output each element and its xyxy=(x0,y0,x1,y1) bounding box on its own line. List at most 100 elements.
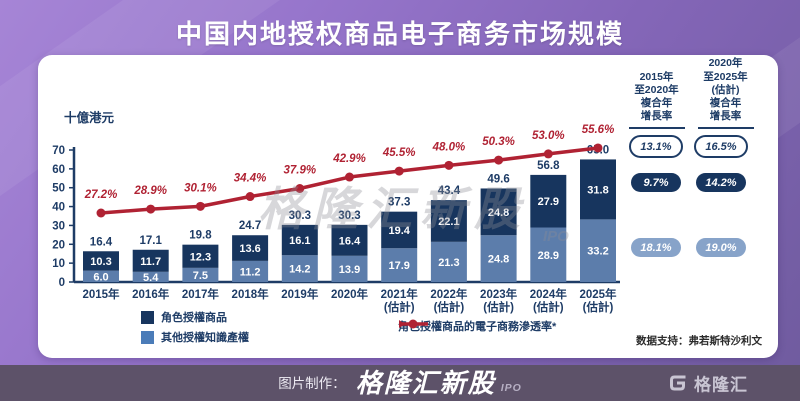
bar-total-label: 49.6 xyxy=(487,173,509,185)
cagr-column-2015-2020: 2015年 至2020年 複合年 增長率 xyxy=(623,63,690,129)
g-logo-icon xyxy=(670,375,686,391)
bar-segment-other-ip xyxy=(530,227,567,282)
x-axis-category-label: 2025年 xyxy=(579,287,617,301)
y-axis-tick-label: 50 xyxy=(52,183,65,195)
line-value-label: 45.5% xyxy=(382,147,416,159)
bar-total-label: 17.1 xyxy=(140,235,163,247)
line-data-point xyxy=(394,166,404,176)
bar-segment-character-goods xyxy=(530,174,567,228)
bar-total-label: 30.3 xyxy=(289,210,311,222)
line-value-label: 27.2% xyxy=(84,189,118,201)
bar-segment-character-goods xyxy=(182,244,219,268)
market-size-chart: 十億港元 0 10 20 30 40 50 60 70 10.3 6.0 16.4 2015年 11.7 5… xyxy=(52,110,620,314)
legend-label: 角色授權商品 xyxy=(161,312,227,324)
line-data-point xyxy=(245,192,255,202)
bar-value-light: 14.2 xyxy=(289,264,310,276)
cagr-header-2: 2020年 至2025年 (估計) 複合年 增長率 xyxy=(703,57,748,122)
bar-segment-other-ip xyxy=(281,255,318,282)
bar-value-dark: 12.3 xyxy=(190,251,211,263)
y-axis-tick-label: 70 xyxy=(52,145,65,157)
legend-item-other-ip: 其他授權知識產權 xyxy=(141,329,249,345)
cagr-header-underline xyxy=(697,127,754,129)
x-axis-category-label: 2017年 xyxy=(182,287,220,301)
x-axis-category-label: 2019年 xyxy=(281,287,319,301)
brand-logo-text: 格隆汇新股 xyxy=(355,368,496,398)
bar-segment-other-ip xyxy=(232,260,269,282)
y-axis-tick-label: 40 xyxy=(52,202,65,214)
line-value-label: 55.6% xyxy=(582,124,615,136)
x-axis-category-note: (估計) xyxy=(384,300,415,314)
legend-item-character-goods: 角色授權商品 xyxy=(141,309,249,325)
bar-segment-character-goods xyxy=(331,224,368,256)
footer-bar: 图片制作： 格隆汇新股 IPO 格隆汇 xyxy=(0,365,800,401)
chart-card: 十億港元 0 10 20 30 40 50 60 70 10.3 6.0 16.4 2015年 11.7 5… xyxy=(38,55,778,358)
bar-value-dark: 11.7 xyxy=(140,256,161,268)
line-value-label: 34.4% xyxy=(234,173,267,185)
line-data-point xyxy=(345,172,354,182)
x-axis-category-label: 2018年 xyxy=(232,287,270,301)
bar-value-light: 7.5 xyxy=(193,270,208,282)
bar-total-label: 16.4 xyxy=(90,236,113,248)
footer-credit-label: 图片制作： xyxy=(278,376,346,391)
bar-value-light: 33.2 xyxy=(587,246,608,258)
y-axis-tick-label: 60 xyxy=(52,164,65,176)
legend-swatch-light xyxy=(141,330,154,344)
line-value-label: 48.0% xyxy=(432,141,466,153)
x-axis-category-note: (估計) xyxy=(483,300,514,314)
bar-total-label: 19.8 xyxy=(189,230,212,242)
bar-segment-character-goods xyxy=(480,188,517,236)
cagr-value-oval: 13.1% xyxy=(629,135,683,158)
x-axis-category-label: 2021年 xyxy=(381,287,419,301)
bar-segment-other-ip xyxy=(182,267,219,282)
bar-total-label: 43.4 xyxy=(438,185,461,197)
watermark-text: 格隆汇新股 xyxy=(258,183,528,235)
logo-wordmark: 格隆汇 xyxy=(694,375,748,395)
line-data-point xyxy=(96,208,106,218)
bar-value-light: 24.8 xyxy=(488,254,509,266)
bar-segment-other-ip xyxy=(331,255,368,282)
bar-segment-character-goods xyxy=(430,200,467,242)
y-axis-tick-label: 30 xyxy=(52,220,65,232)
line-legend: 角色授權商品的電子商務滲透率* xyxy=(398,318,556,334)
bar-segment-character-goods xyxy=(132,249,169,272)
page-title: 中国内地授权商品电子商务市场规模 xyxy=(175,19,624,49)
bar-segment-character-goods xyxy=(381,211,418,249)
bar-segment-other-ip xyxy=(430,241,467,282)
x-axis-category-label: 2022年 xyxy=(430,287,468,301)
line-value-label: 50.3% xyxy=(482,136,515,148)
cagr-header-underline xyxy=(628,127,685,129)
bar-segment-other-ip xyxy=(381,248,418,282)
line-data-point xyxy=(543,149,553,159)
x-axis-category-label: 2020年 xyxy=(331,287,369,301)
line-data-point xyxy=(195,201,205,211)
bar-value-dark: 19.4 xyxy=(388,225,410,237)
line-data-point xyxy=(593,143,603,153)
bar-value-dark: 16.4 xyxy=(339,235,361,247)
bar-total-label: 56.8 xyxy=(537,160,560,172)
line-data-point xyxy=(146,204,156,214)
red-line-dot-icon xyxy=(399,319,428,329)
bar-segment-other-ip xyxy=(132,271,169,282)
bar-total-label: 30.3 xyxy=(338,210,360,222)
line-value-label: 30.1% xyxy=(184,182,217,194)
bar-value-dark: 16.1 xyxy=(289,235,310,247)
bar-segment-other-ip xyxy=(83,270,119,282)
cagr-column-2020-2025: 2020年 至2025年 (估計) 複合年 增長率 xyxy=(692,57,759,129)
line-data-point xyxy=(494,155,504,165)
cagr-value-oval: 16.5% xyxy=(694,135,748,158)
x-axis-category-label: 2016年 xyxy=(132,287,170,301)
bar-value-dark: 10.3 xyxy=(90,256,111,268)
bar-value-light: 17.9 xyxy=(388,260,409,272)
bar-segment-other-ip xyxy=(580,219,616,282)
bar-segment-character-goods xyxy=(281,224,318,256)
y-axis-tick-label: 20 xyxy=(52,239,65,251)
x-axis-category-note: (估計) xyxy=(434,300,465,314)
line-data-point xyxy=(444,160,454,170)
gelonghui-logo: 格隆汇 xyxy=(667,371,748,396)
bar-value-light: 5.4 xyxy=(143,272,159,284)
y-axis-tick-label: 10 xyxy=(52,258,65,270)
cagr-value-oval: 14.2% xyxy=(696,173,746,192)
legend-swatch-dark xyxy=(141,310,154,324)
line-value-label: 28.9% xyxy=(133,185,167,197)
bar-value-dark: 24.8 xyxy=(488,207,509,219)
